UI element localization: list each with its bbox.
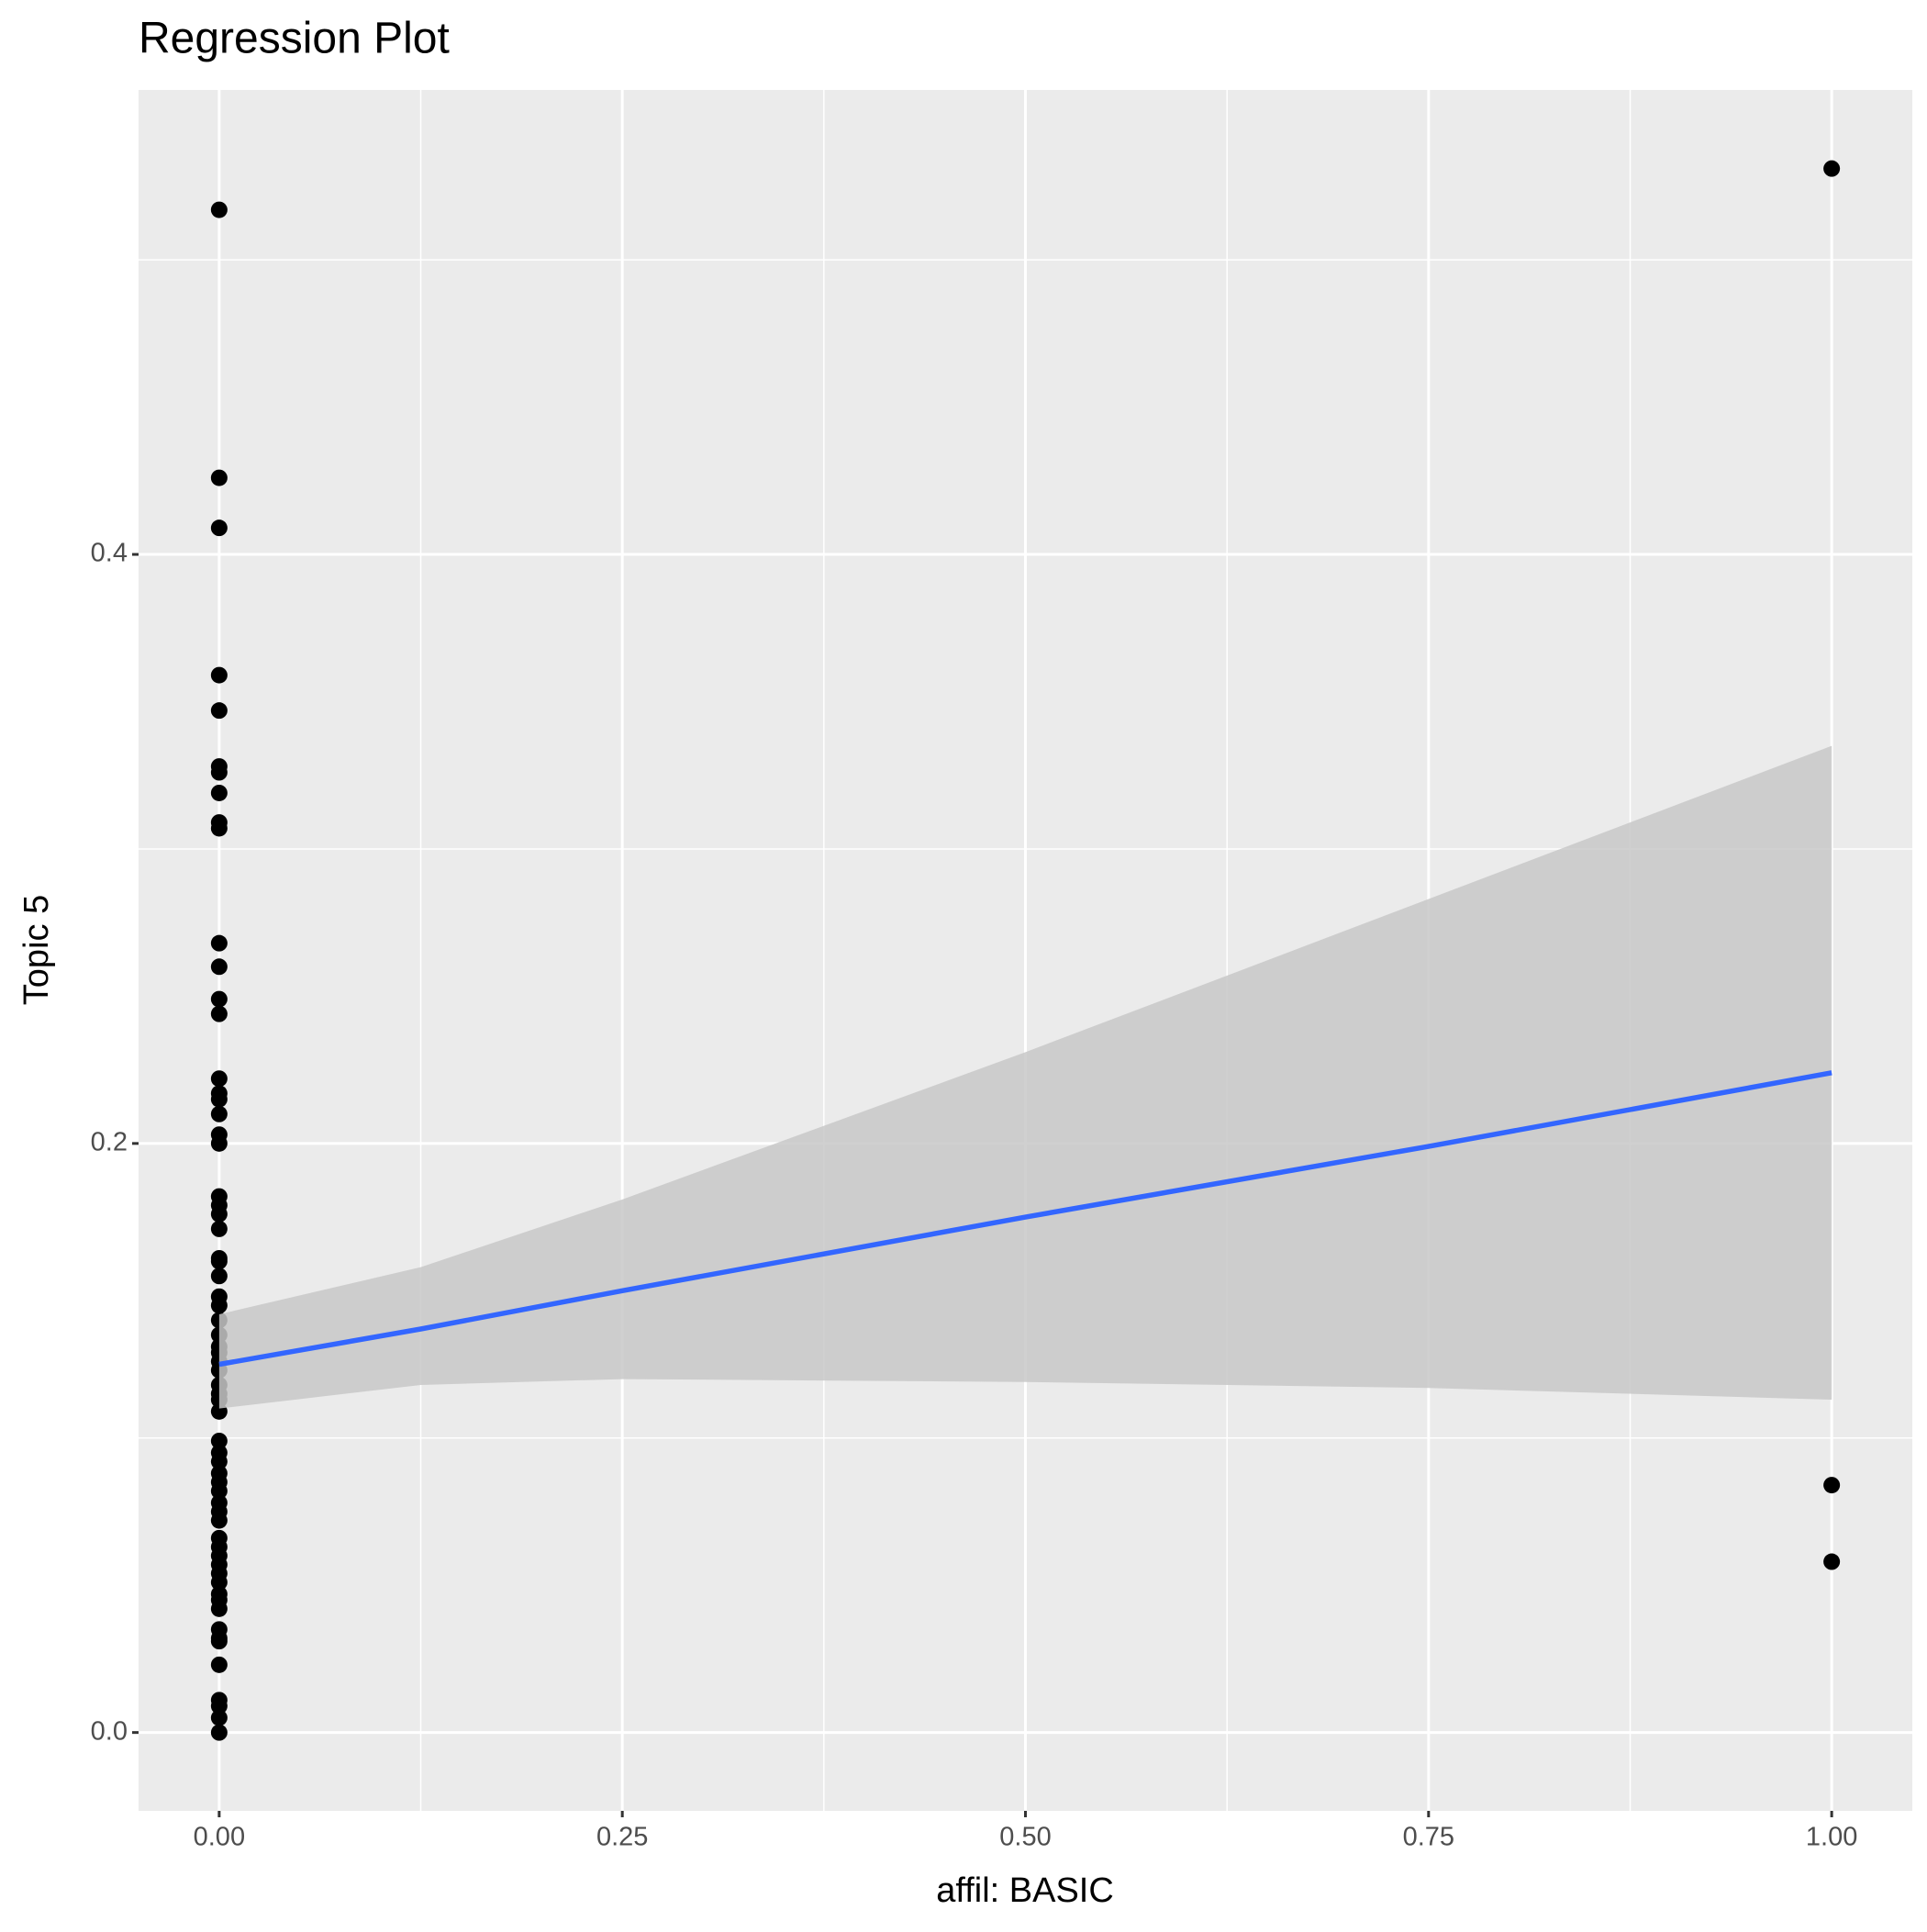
y-tick-label: 0.4 (91, 539, 128, 568)
data-point (1823, 1477, 1841, 1494)
data-point (1823, 1553, 1841, 1570)
data-point (210, 1220, 228, 1237)
data-point (210, 1697, 228, 1714)
data-point (1823, 160, 1841, 177)
x-tick-label: 0.25 (596, 1823, 648, 1852)
data-point (210, 1482, 228, 1500)
data-point (210, 1432, 228, 1449)
data-point (210, 1070, 228, 1088)
data-point (210, 820, 228, 837)
data-point (210, 1205, 228, 1223)
data-point (210, 1709, 228, 1726)
y-tick-label: 0.2 (91, 1128, 128, 1157)
data-point (210, 1633, 228, 1650)
data-point (210, 784, 228, 801)
axes: 0.00 0.25 0.50 0.75 1.00 0.0 0.2 0.4 (91, 539, 1858, 1852)
data-point (210, 1573, 228, 1591)
data-point (210, 990, 228, 1008)
regression-line (218, 1070, 1832, 1368)
data-point (210, 1453, 228, 1470)
chart-title: Regression Plot (139, 15, 450, 63)
data-point (210, 469, 228, 486)
y-axis-title: Topic 5 (17, 895, 56, 1005)
data-point (210, 519, 228, 537)
x-tick-label: 0.50 (999, 1823, 1051, 1852)
x-tick-label: 0.00 (194, 1823, 245, 1852)
data-point (210, 1090, 228, 1108)
data-point (210, 1005, 228, 1022)
data-point (210, 1297, 228, 1314)
x-tick-label: 1.00 (1806, 1823, 1857, 1852)
data-point (210, 1724, 228, 1741)
y-tick-label: 0.0 (91, 1716, 128, 1746)
data-point (210, 1105, 228, 1122)
data-point (210, 201, 228, 218)
data-point (210, 702, 228, 720)
data-point (210, 764, 228, 781)
data-point (210, 1600, 228, 1617)
data-point (210, 934, 228, 952)
data-point (210, 666, 228, 684)
data-point (210, 958, 228, 976)
data-point (210, 1656, 228, 1673)
data-point (210, 1253, 228, 1270)
confidence-band (218, 745, 1832, 1409)
x-axis-title: affil: BASIC (936, 1871, 1114, 1910)
x-tick-label: 0.75 (1403, 1823, 1454, 1852)
data-point (210, 1268, 228, 1285)
data-point (210, 1134, 228, 1152)
data-point (210, 1512, 228, 1529)
layers (210, 160, 1841, 1741)
